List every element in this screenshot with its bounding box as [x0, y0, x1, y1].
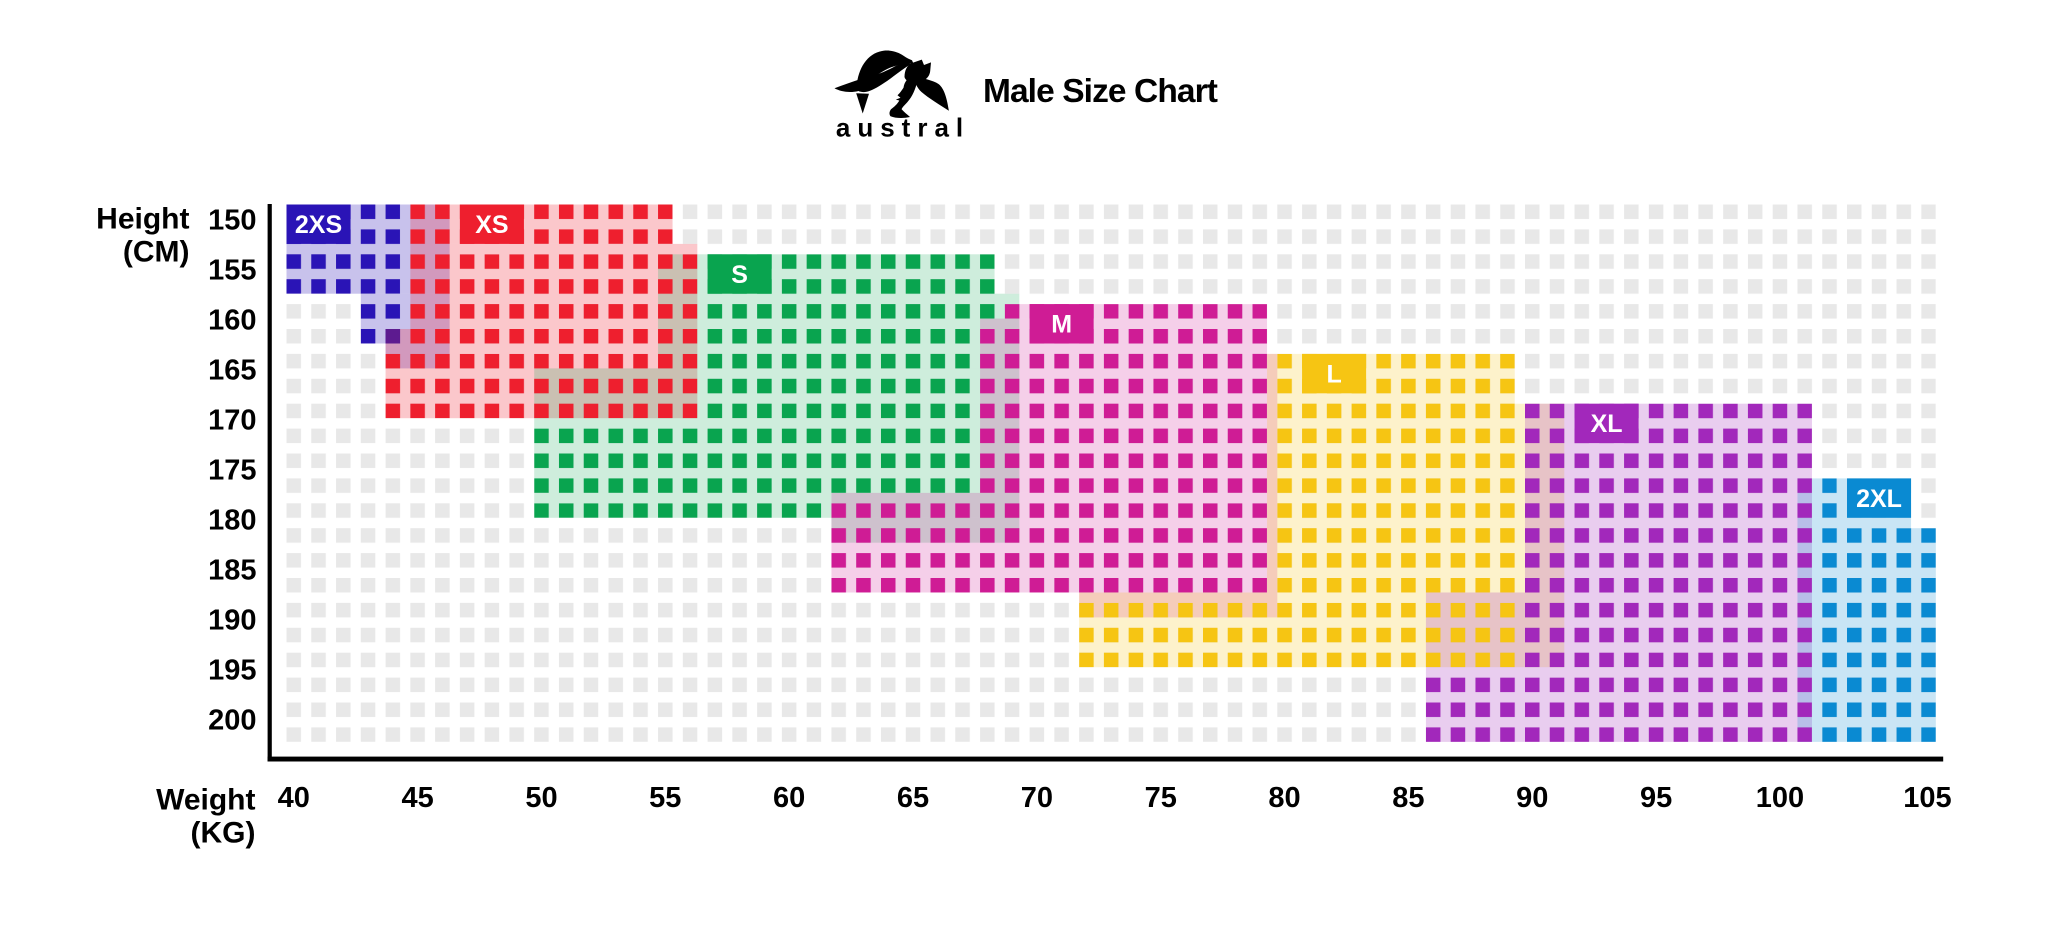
svg-text:170: 170	[208, 404, 256, 436]
svg-text:70: 70	[1021, 782, 1053, 814]
svg-text:austral: austral	[836, 113, 970, 143]
svg-text:XS: XS	[475, 211, 508, 239]
svg-text:2XL: 2XL	[1856, 485, 1902, 513]
svg-text:XL: XL	[1591, 410, 1623, 438]
svg-text:80: 80	[1268, 782, 1300, 814]
svg-text:155: 155	[208, 254, 256, 286]
svg-text:Weight: Weight	[156, 784, 255, 817]
svg-text:95: 95	[1640, 782, 1672, 814]
svg-text:60: 60	[773, 782, 805, 814]
svg-text:105: 105	[1903, 782, 1951, 814]
svg-text:2XS: 2XS	[295, 211, 342, 239]
svg-text:L: L	[1326, 360, 1341, 388]
svg-text:40: 40	[278, 782, 310, 814]
svg-text:90: 90	[1516, 782, 1548, 814]
svg-text:165: 165	[208, 354, 256, 386]
svg-text:Male Size Chart: Male Size Chart	[983, 73, 1218, 110]
svg-text:180: 180	[208, 504, 256, 536]
svg-text:85: 85	[1392, 782, 1424, 814]
svg-text:(CM): (CM)	[123, 236, 190, 269]
svg-text:100: 100	[1756, 782, 1804, 814]
svg-text:185: 185	[208, 554, 256, 586]
svg-text:150: 150	[208, 204, 256, 236]
svg-text:175: 175	[208, 454, 256, 486]
svg-text:200: 200	[208, 704, 256, 736]
svg-text:55: 55	[649, 782, 681, 814]
svg-text:Height: Height	[96, 203, 189, 236]
svg-text:(KG): (KG)	[191, 817, 256, 850]
svg-text:50: 50	[525, 782, 557, 814]
svg-text:75: 75	[1145, 782, 1177, 814]
svg-text:160: 160	[208, 304, 256, 336]
svg-text:M: M	[1051, 311, 1072, 339]
svg-text:195: 195	[208, 654, 256, 686]
svg-text:S: S	[731, 261, 748, 289]
svg-text:45: 45	[401, 782, 433, 814]
svg-text:65: 65	[897, 782, 929, 814]
svg-text:190: 190	[208, 604, 256, 636]
